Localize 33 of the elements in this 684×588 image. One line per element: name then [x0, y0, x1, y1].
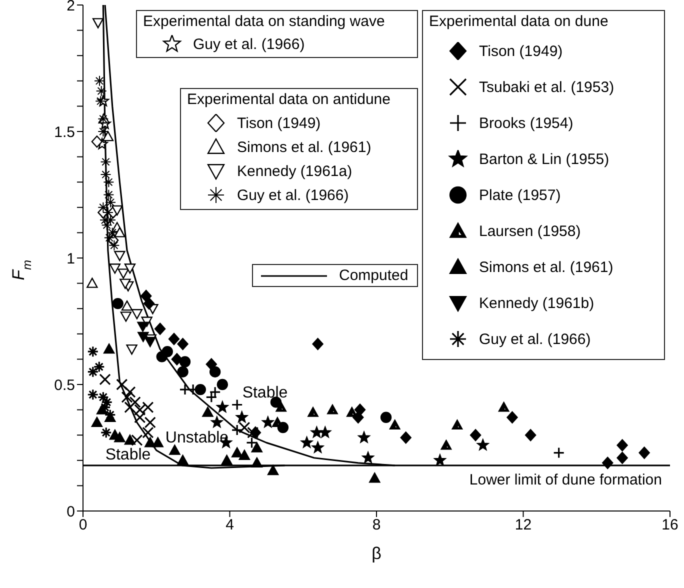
- legend-label: Kennedy (1961b): [479, 294, 594, 312]
- x-tick-label: 8: [372, 516, 381, 534]
- legend-label: Barton & Lin (1955): [479, 150, 610, 168]
- legend-label: Tison (1949): [479, 42, 563, 60]
- y-tick-label: 0: [66, 503, 75, 520]
- text: Experimental data on standing wave: [143, 13, 385, 30]
- x-tick-label: 0: [78, 516, 88, 534]
- legend-label: Tsubaki et al. (1953): [479, 78, 614, 96]
- legend-label: Guy et al. (1966): [237, 186, 349, 204]
- legend-label: Laursen (1958): [479, 222, 581, 240]
- x-axis-title: β: [372, 544, 382, 563]
- ref-line-label: Lower limit of dune formation: [469, 471, 662, 488]
- text: Experimental data on dune: [429, 13, 608, 30]
- legend-label: Brooks (1954): [479, 114, 574, 132]
- legend-label: Plate (1957): [479, 186, 561, 204]
- legend-label: Computed: [339, 267, 408, 284]
- legend-label: Simons et al. (1961): [479, 258, 614, 276]
- y-tick-label: 2: [66, 0, 75, 14]
- legend-label: Tison (1949): [237, 114, 321, 132]
- x-tick-label: 16: [662, 516, 678, 534]
- y-tick-label: 1.5: [54, 124, 75, 141]
- annotation: Stable: [242, 384, 288, 402]
- annotation: Stable: [105, 446, 151, 464]
- y-tick-label: 0.5: [54, 376, 75, 394]
- legend-label: Guy et al. (1966): [193, 36, 305, 52]
- legend-label: Kennedy (1961a): [237, 162, 352, 180]
- x-tick-label: 4: [226, 516, 234, 534]
- text: Experimental data on antidune: [187, 91, 390, 108]
- legend-label: Simons et al. (1961): [237, 138, 372, 156]
- x-tick-label: 12: [514, 516, 532, 534]
- annotation: Unstable: [165, 430, 229, 446]
- y-tick-label: 1: [66, 250, 75, 268]
- legend-label: Guy et al. (1966): [479, 330, 591, 348]
